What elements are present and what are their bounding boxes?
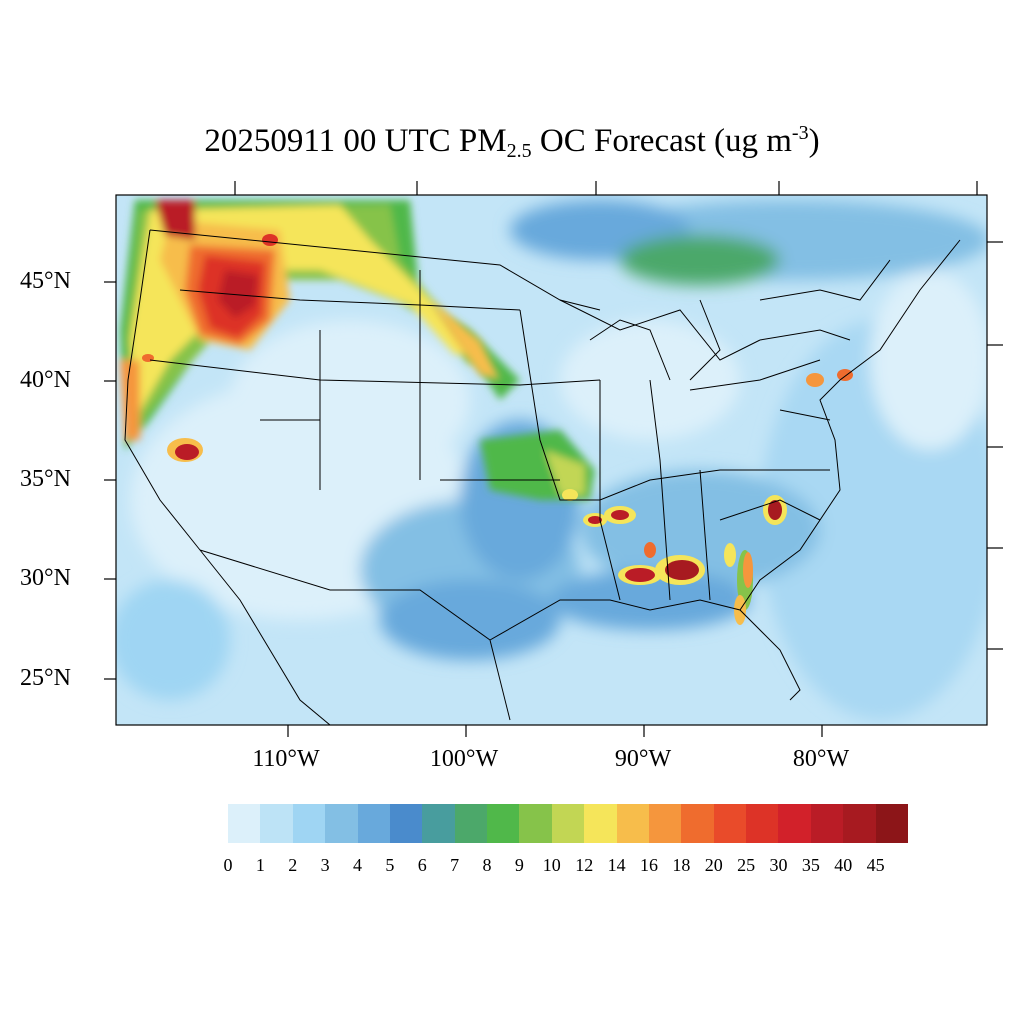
colorbar-swatch: [778, 804, 811, 843]
colorbar-label: 25: [737, 855, 756, 875]
colorbar-label: 4: [353, 855, 363, 875]
colorbar-swatch: [648, 804, 682, 843]
colorbar-swatch: [325, 804, 358, 843]
colorbar: [228, 804, 908, 843]
colorbar-label: 1: [255, 855, 265, 875]
colorbar-label: 30: [769, 855, 788, 875]
colorbar-label: 16: [639, 855, 658, 875]
colorbar-swatch: [260, 804, 293, 843]
colorbar-label: 45: [866, 855, 885, 875]
colorbar-label: 2: [288, 855, 298, 875]
colorbar-swatch: [454, 804, 487, 843]
map-frame: [115, 194, 988, 726]
colorbar-swatch: [519, 804, 552, 843]
southeast-fire-hotspots: [142, 234, 853, 625]
colorbar-label: 6: [417, 855, 427, 875]
colorbar-label: 7: [450, 855, 460, 875]
state-boundaries: [124, 229, 961, 725]
colorbar-swatch: [228, 804, 261, 843]
colorbar-swatch: [875, 804, 908, 843]
colorbar-label: 8: [482, 855, 492, 875]
colorbar-swatch: [616, 804, 649, 843]
lat-label-40n: 40°N: [20, 367, 71, 393]
colorbar-swatch: [681, 804, 714, 843]
lon-label-80w: 80°W: [792, 746, 850, 772]
colorbar-label: 40: [834, 855, 853, 875]
lat-label-45n: 45°N: [20, 268, 71, 294]
colorbar-swatch: [422, 804, 455, 843]
colorbar-label: 12: [575, 855, 594, 875]
colorbar-label: 18: [672, 855, 691, 875]
colorbar-swatch: [810, 804, 844, 843]
colorbar-swatch: [713, 804, 746, 843]
colorbar-swatch: [746, 804, 779, 843]
colorbar-label: 10: [542, 855, 561, 875]
lat-label-35n: 35°N: [20, 466, 71, 492]
colorbar-swatch: [389, 804, 423, 843]
lat-label-30n: 30°N: [20, 565, 71, 591]
axis-ticks: [104, 181, 1003, 737]
colorbar-swatch: [584, 804, 617, 843]
lon-label-110w: 110°W: [252, 746, 320, 772]
colorbar-swatch: [487, 804, 520, 843]
colorbar-swatch: [551, 804, 585, 843]
colorbar-label: 5: [385, 855, 395, 875]
colorbar-swatch: [357, 804, 390, 843]
concentration-field: [116, 195, 987, 725]
lon-label-90w: 90°W: [614, 746, 672, 772]
colorbar-swatch: [292, 804, 326, 843]
colorbar-label: 20: [704, 855, 723, 875]
colorbar-label: 3: [320, 855, 330, 875]
colorbar-label: 14: [607, 855, 626, 875]
lat-label-25n: 25°N: [20, 665, 71, 691]
map-title: 20250911 00 UTC PM2.5 OC Forecast (ug m-…: [204, 122, 820, 162]
lon-label-100w: 100°W: [429, 746, 499, 772]
colorbar-swatch: [843, 804, 876, 843]
colorbar-label: 35: [801, 855, 820, 875]
colorbar-label: 0: [223, 855, 233, 875]
colorbar-label: 9: [514, 855, 524, 875]
